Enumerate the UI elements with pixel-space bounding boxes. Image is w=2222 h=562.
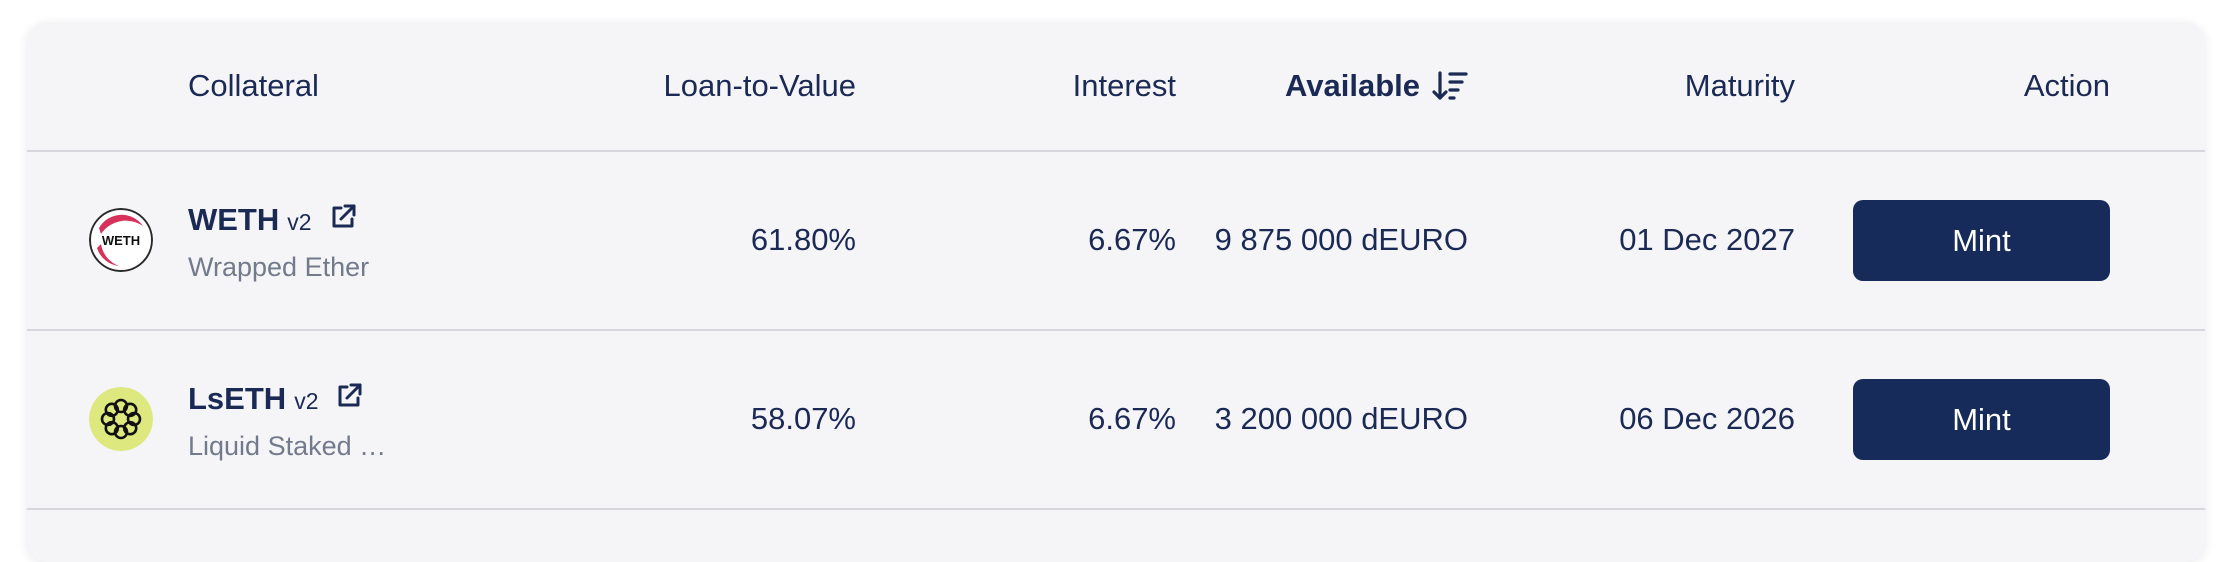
lseth-token-icon	[89, 387, 153, 451]
mint-button[interactable]: Mint	[1853, 200, 2110, 281]
sort-descending-icon	[1432, 71, 1468, 100]
header-interest[interactable]: Interest	[1072, 68, 1176, 103]
ltv-value: 58.07%	[750, 401, 856, 436]
weth-token-icon: WETH	[89, 208, 153, 272]
header-action: Action	[2023, 68, 2110, 103]
token-name: Liquid Staked …	[188, 431, 387, 461]
ltv-value: 61.80%	[750, 222, 856, 257]
available-value: 3 200 000 dEURO	[1214, 401, 1468, 436]
token-name: Wrapped Ether	[188, 252, 370, 282]
svg-text:WETH: WETH	[102, 233, 140, 248]
token-symbol: LsETH	[188, 381, 287, 416]
positions-table: Collateral Loan-to-Value Interest Availa…	[27, 22, 2205, 562]
interest-value: 6.67%	[1088, 401, 1176, 436]
token-version: v2	[287, 209, 312, 235]
maturity-value: 01 Dec 2027	[1619, 222, 1795, 257]
interest-value: 6.67%	[1088, 222, 1176, 257]
header-collateral[interactable]: Collateral	[188, 68, 319, 103]
maturity-value: 06 Dec 2026	[1619, 401, 1795, 436]
header-available-label: Available	[1285, 68, 1420, 103]
table-header: Collateral Loan-to-Value Interest Availa…	[27, 22, 2205, 152]
header-maturity[interactable]: Maturity	[1684, 68, 1795, 103]
available-value: 9 875 000 dEURO	[1214, 222, 1468, 257]
mint-button[interactable]: Mint	[1853, 379, 2110, 460]
external-link-icon[interactable]	[328, 202, 358, 232]
table-row[interactable]: LsETH v2 Liquid Staked … 58.07% 6.67% 3 …	[27, 331, 2205, 510]
table-row[interactable]: WETH WETH v2 Wrapped Ether 61.80% 6.67% …	[27, 152, 2205, 331]
token-version: v2	[294, 388, 319, 414]
token-symbol: WETH	[188, 202, 280, 237]
header-loan-to-value[interactable]: Loan-to-Value	[663, 68, 856, 103]
collateral-title: LsETH v2	[188, 379, 364, 417]
collateral-title: WETH v2	[188, 200, 358, 238]
header-available[interactable]: Available	[1285, 66, 1468, 106]
external-link-icon[interactable]	[334, 381, 364, 411]
